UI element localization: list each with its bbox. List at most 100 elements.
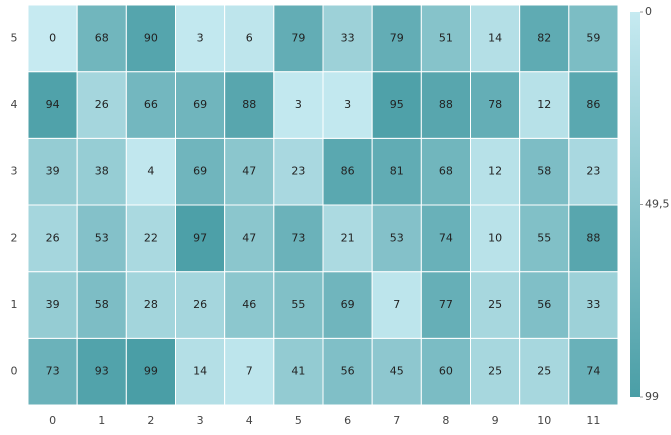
- cell-label: 88: [586, 231, 600, 244]
- cell-label: 56: [341, 365, 355, 378]
- cell-label: 56: [537, 298, 551, 311]
- heat-cell: [224, 271, 275, 339]
- cell-label: 3: [344, 98, 351, 111]
- heat-cell: [273, 71, 324, 139]
- y-tick-label: 3: [11, 165, 18, 178]
- colorbar-label: 49,5: [645, 198, 670, 211]
- heat-cell: [322, 71, 373, 139]
- cell-label: 33: [586, 298, 600, 311]
- heat-cell: [273, 271, 324, 339]
- x-tick-label: 2: [147, 414, 154, 427]
- heat-cell: [322, 271, 373, 339]
- x-tick-label: 4: [246, 414, 253, 427]
- heat-cell: [175, 137, 226, 206]
- colorbar-label: 0: [645, 5, 652, 18]
- y-tick-label: 0: [11, 365, 18, 378]
- cell-label: 66: [144, 98, 158, 111]
- heat-cell: [470, 204, 521, 273]
- x-tick-label: 10: [537, 414, 551, 427]
- cell-label: 99: [144, 365, 158, 378]
- y-tick-label: 2: [11, 231, 18, 244]
- cell-label: 68: [95, 31, 109, 44]
- x-tick-label: 6: [344, 414, 351, 427]
- heat-cell: [27, 271, 78, 339]
- heat-cell: [470, 4, 521, 73]
- heat-cell: [76, 71, 127, 139]
- cell-label: 58: [537, 165, 551, 178]
- heat-cell: [76, 137, 127, 206]
- heat-cell: [568, 271, 619, 339]
- heat-cell: [322, 337, 373, 406]
- heat-cell: [27, 337, 78, 406]
- cell-label: 69: [341, 298, 355, 311]
- cell-label: 59: [586, 31, 600, 44]
- heat-cell: [568, 137, 619, 206]
- cell-label: 14: [488, 31, 502, 44]
- cell-label: 82: [537, 31, 551, 44]
- cell-label: 3: [295, 98, 302, 111]
- cell-label: 25: [537, 365, 551, 378]
- heat-cell: [519, 271, 570, 339]
- cell-label: 79: [291, 31, 305, 44]
- cell-label: 28: [144, 298, 158, 311]
- cell-label: 53: [95, 231, 109, 244]
- cell-label: 26: [95, 98, 109, 111]
- cell-label: 26: [193, 298, 207, 311]
- cell-label: 74: [586, 365, 600, 378]
- cell-label: 25: [488, 298, 502, 311]
- cell-label: 73: [46, 365, 60, 378]
- cell-label: 45: [390, 365, 404, 378]
- heat-cell: [27, 204, 78, 273]
- cell-label: 74: [439, 231, 453, 244]
- cell-label: 22: [144, 231, 158, 244]
- x-tick-label: 11: [586, 414, 600, 427]
- cell-label: 58: [95, 298, 109, 311]
- x-tick-label: 1: [98, 414, 105, 427]
- heat-cell: [420, 71, 472, 139]
- heat-cell: [76, 337, 127, 406]
- heat-cell: [568, 204, 619, 273]
- x-tick-label: 7: [393, 414, 400, 427]
- cell-label: 55: [291, 298, 305, 311]
- cell-label: 6: [246, 31, 253, 44]
- cell-label: 79: [390, 31, 404, 44]
- heat-cell: [420, 271, 472, 339]
- cell-label: 7: [393, 298, 400, 311]
- cell-label: 25: [488, 365, 502, 378]
- cell-label: 86: [341, 165, 355, 178]
- heat-cell: [519, 71, 570, 139]
- cell-label: 53: [390, 231, 404, 244]
- cell-label: 60: [439, 365, 453, 378]
- cell-label: 90: [144, 31, 158, 44]
- cell-label: 78: [488, 98, 502, 111]
- colorbar-label: 99: [645, 390, 659, 403]
- heat-cell: [470, 337, 521, 406]
- cell-label: 95: [390, 98, 404, 111]
- cell-label: 0: [49, 31, 56, 44]
- y-tick-label: 1: [11, 298, 18, 311]
- x-tick-label: 8: [442, 414, 449, 427]
- cell-label: 51: [439, 31, 453, 44]
- heat-cell: [175, 4, 226, 73]
- cell-label: 14: [193, 365, 207, 378]
- heat-cell: [224, 204, 275, 273]
- heat-cell: [420, 137, 472, 206]
- cell-label: 4: [147, 165, 154, 178]
- cell-label: 55: [537, 231, 551, 244]
- cell-label: 23: [291, 165, 305, 178]
- cell-label: 39: [46, 298, 60, 311]
- cell-label: 69: [193, 165, 207, 178]
- heat-cell: [125, 204, 177, 273]
- y-tick-label: 5: [11, 31, 18, 44]
- heat-cell: [568, 4, 619, 73]
- heat-cell: [224, 337, 275, 406]
- cell-label: 3: [197, 31, 204, 44]
- cell-label: 97: [193, 231, 207, 244]
- cell-label: 47: [242, 165, 256, 178]
- heat-cell: [519, 204, 570, 273]
- heat-cell: [27, 4, 78, 73]
- heat-cell: [371, 337, 422, 406]
- heat-cell: [224, 137, 275, 206]
- heat-cell: [568, 71, 619, 139]
